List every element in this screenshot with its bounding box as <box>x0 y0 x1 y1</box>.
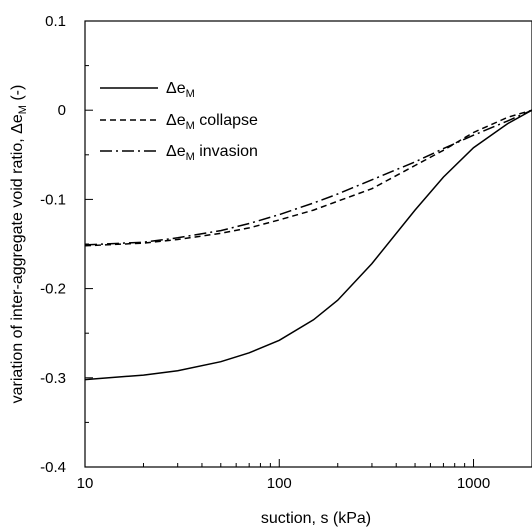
legend-label-1: ΔeM <box>166 80 195 100</box>
series-line-1 <box>84 109 532 381</box>
y-tick-label: -0.3 <box>40 370 66 387</box>
y-tick-label: -0.2 <box>40 281 66 298</box>
y-tick-label: 0.1 <box>45 13 66 30</box>
series-lines <box>84 109 532 381</box>
y-axis-label: variation of inter-aggregate void ratio,… <box>9 85 29 404</box>
y-axis-ticks: 0.1 0 -0.1 -0.2 -0.3 -0.4 <box>40 13 93 476</box>
x-tick-label: 100 <box>267 475 292 492</box>
legend: ΔeM ΔeM collapse ΔeM invasion <box>100 80 258 163</box>
x-tick-label: 1000 <box>457 475 490 492</box>
series-line-2 <box>84 109 532 247</box>
y-tick-label: -0.1 <box>40 191 66 208</box>
x-axis-label: suction, s (kPa) <box>261 510 371 527</box>
x-tick-label: 10 <box>77 475 94 492</box>
legend-label-3: ΔeM invasion <box>166 143 258 163</box>
legend-label-2: ΔeM collapse <box>166 112 258 132</box>
series-line-3 <box>84 109 532 246</box>
x-axis-ticks: 10 100 1000 <box>77 459 532 492</box>
y-tick-label: -0.4 <box>40 459 66 476</box>
y-tick-label: 0 <box>58 102 66 119</box>
